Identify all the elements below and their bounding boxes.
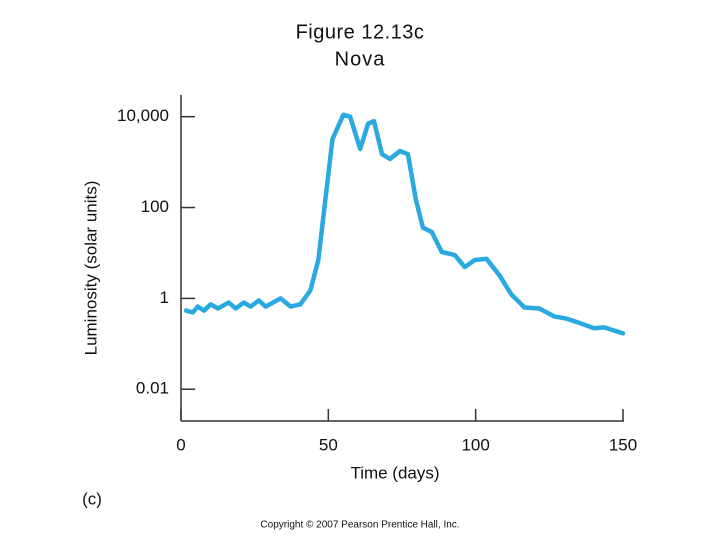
credit: Copyright © 2007 Pearson Prentice Hall, … [260,520,459,531]
y-tick-label: 0.01 [136,379,169,398]
y-tick-label: 1 [160,288,169,307]
x-tick-label: 100 [461,435,489,454]
x-axis-label: Time (days) [350,463,439,482]
panel-label: (c) [82,489,102,508]
chart-subtitle: Nova [335,48,386,70]
y-tick-label: 100 [141,197,169,216]
data-line [183,112,626,336]
x-tick-label: 150 [609,435,637,454]
y-tick-label: 10,000 [117,106,169,125]
x-tick-label: 0 [176,435,185,454]
chart-title: Figure 12.13c [296,21,425,43]
x-tick-label: 50 [319,435,338,454]
y-axis-label: Luminosity (solar units) [81,181,100,356]
